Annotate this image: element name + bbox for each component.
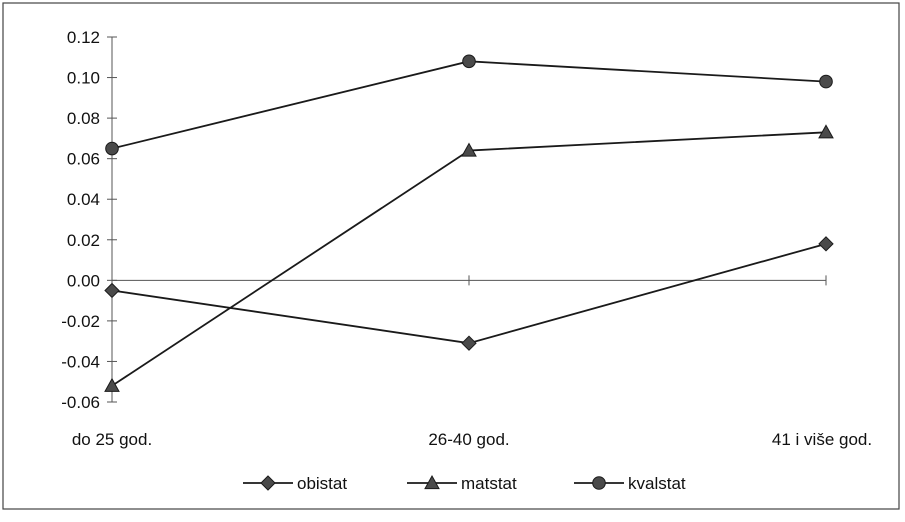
data-point-matstat (461, 142, 477, 157)
series-layer (104, 54, 834, 392)
y-tick-label: 0.12 (67, 28, 100, 47)
legend-label-kvalstat: kvalstat (628, 474, 686, 493)
x-tick-label: 41 i više god. (772, 430, 872, 449)
data-point-obistat (818, 236, 834, 252)
y-tick-label: 0.08 (67, 109, 100, 128)
y-tick-label: 0.04 (67, 190, 100, 209)
y-tick-label: 0.06 (67, 150, 100, 169)
legend-label-matstat: matstat (461, 474, 517, 493)
legend-marker-obistat (260, 475, 276, 491)
legend-marker-kvalstat (592, 476, 606, 490)
axes-layer: 0.12 0.10 0.08 0.06 0.04 0.02 0.00 -0.02 -0.04 -0… (61, 28, 872, 449)
data-point-matstat (104, 377, 120, 392)
legend-label-obistat: obistat (297, 474, 347, 493)
y-tick-label: -0.04 (61, 352, 100, 371)
y-tick-label: 0.00 (67, 271, 100, 290)
y-tick-label: 0.02 (67, 231, 100, 250)
data-point-obistat (461, 335, 477, 351)
y-tick-label: -0.06 (61, 393, 100, 412)
legend: obistat matstat kvalstat (243, 474, 686, 493)
data-point-matstat (818, 124, 834, 139)
data-point-kvalstat (462, 54, 476, 69)
legend-marker-matstat (424, 474, 440, 490)
data-point-kvalstat (819, 74, 833, 89)
x-tick-label: 26-40 god. (428, 430, 509, 449)
x-tick-label: do 25 god. (72, 430, 152, 449)
y-tick-label: 0.10 (67, 69, 100, 88)
data-point-obistat (104, 282, 120, 299)
chart-frame (2, 2, 900, 510)
data-point-kvalstat (105, 141, 119, 156)
y-tick-label: -0.02 (61, 312, 100, 331)
